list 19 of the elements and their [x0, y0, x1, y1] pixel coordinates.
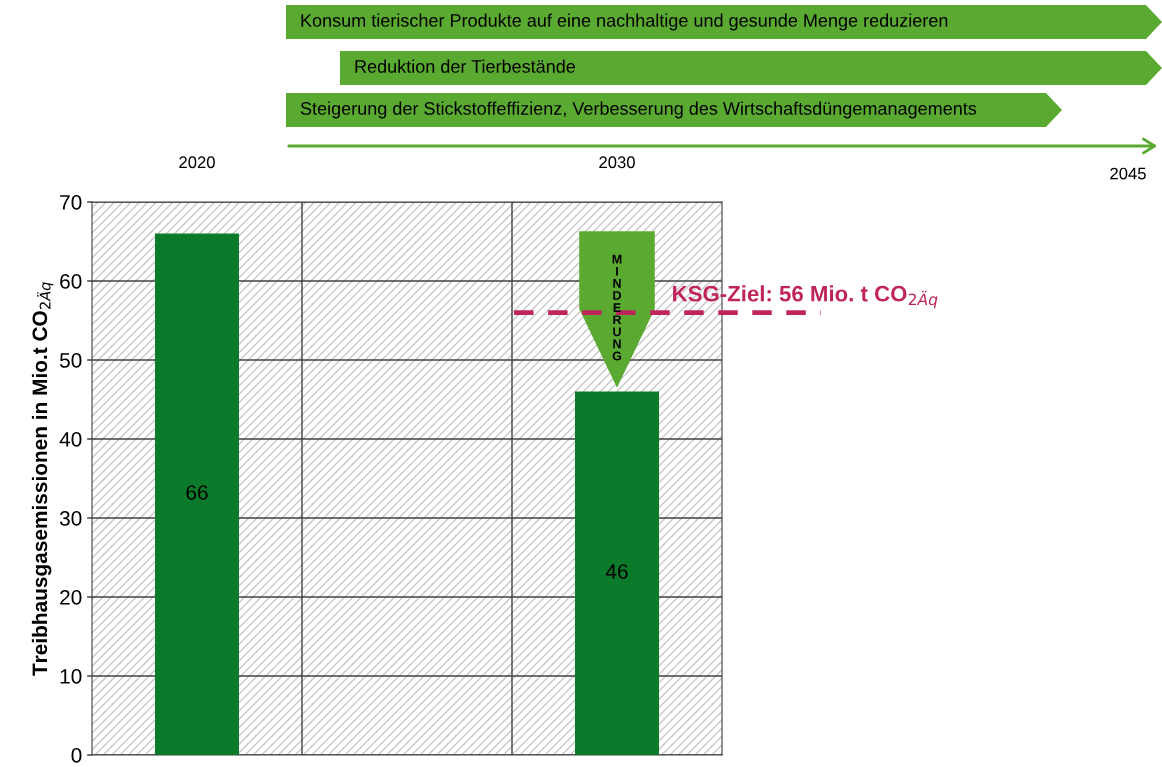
y-tick-label: 0 — [71, 748, 82, 763]
data-label: 46 — [605, 564, 628, 579]
text: 2045 — [1110, 167, 1146, 180]
y-tick-label: 70 — [60, 195, 82, 210]
y-tick-label: 40 — [59, 432, 82, 447]
text: Konsum tierischer Produkte auf eine nachhaltige und gesunde Menge reduzieren — [301, 13, 948, 31]
ref-line-label: KSG-Ziel: 56 Mio. t CO$_{2Äq}$ — [673, 285, 938, 309]
y-tick-label: 30 — [59, 511, 82, 526]
text: Steigerung der Stickstoffeffizienz, Verbesserung des Wirtschaftsdüngemanagements — [300, 101, 977, 119]
y-tick-label: 60 — [60, 274, 82, 289]
y-tick-label: 20 — [60, 590, 82, 605]
text: MINDERUNG — [612, 254, 622, 361]
x-tick-label: 2030 — [599, 156, 635, 169]
text: Reduktion der Tierbestände — [355, 59, 576, 73]
y-axis-title: Treibhausgasemissionen in Mio.t CO$_{2Äq}$ — [31, 282, 54, 676]
data-label: 66 — [186, 485, 208, 500]
y-tick-label: 10 — [60, 669, 82, 684]
x-tick-label: 2020 — [179, 156, 215, 169]
y-tick-label: 50 — [59, 353, 82, 368]
